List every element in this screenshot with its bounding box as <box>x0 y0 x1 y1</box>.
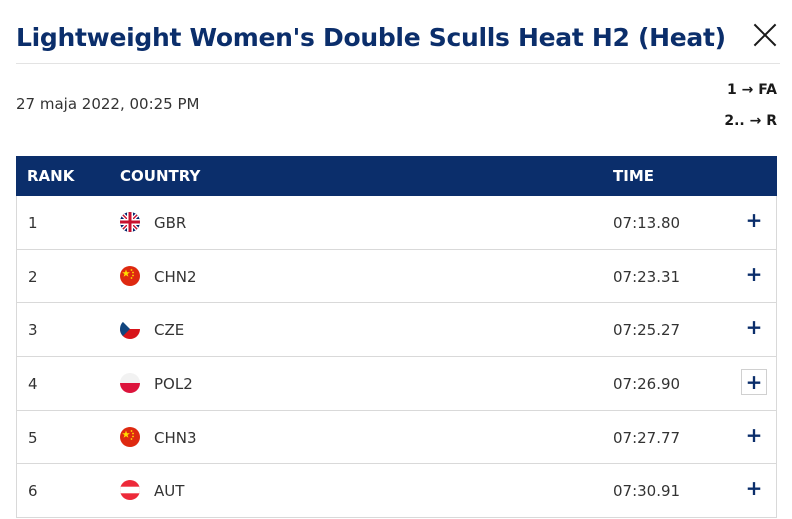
time-cell: 07:27.77 <box>613 428 681 447</box>
table-row: 3 CZE 07:25.27 + <box>16 303 777 358</box>
modal-header: Lightweight Women's Double Sculls Heat H… <box>16 18 780 64</box>
table-header: RANK COUNTRY TIME <box>16 156 777 196</box>
close-icon[interactable] <box>752 22 778 48</box>
expand-plus-icon[interactable]: + <box>741 369 767 396</box>
progression-rule-2: 2.. → R <box>724 113 777 129</box>
table-row: 6 AUT 07:30.91 + <box>16 464 777 519</box>
country-cell: GBR <box>154 214 187 232</box>
country-cell: CZE <box>154 321 185 340</box>
expand-plus-icon[interactable]: + <box>745 261 763 286</box>
column-header-country: COUNTRY <box>120 167 201 185</box>
gb-flag-icon <box>120 212 140 232</box>
table-row: 5 CHN3 07:27.77 + <box>16 410 777 465</box>
page-title: Lightweight Women's Double Sculls Heat H… <box>16 23 726 52</box>
table-row: 2 CHN2 07:23.31 + <box>16 249 777 304</box>
expand-plus-icon[interactable]: + <box>745 476 763 501</box>
at-flag-icon <box>120 480 140 501</box>
cz-flag-icon <box>120 319 140 340</box>
rank-cell: 1 <box>28 214 38 232</box>
rank-cell: 5 <box>28 428 38 447</box>
country-cell: AUT <box>154 482 185 501</box>
race-date: 27 maja 2022, 00:25 PM <box>16 95 200 113</box>
rank-cell: 2 <box>28 267 38 286</box>
results-table: RANK COUNTRY TIME 1 GBR 07:13.80 + 2 <box>16 156 777 519</box>
expand-plus-icon[interactable]: + <box>745 208 763 232</box>
time-cell: 07:13.80 <box>613 214 681 232</box>
cn-flag-icon <box>120 265 140 286</box>
cn-flag-icon <box>120 426 140 447</box>
pl-flag-icon <box>120 373 140 394</box>
table-row: 4 POL2 07:26.90 + <box>16 357 777 411</box>
expand-plus-icon[interactable]: + <box>745 422 763 447</box>
time-cell: 07:30.91 <box>613 482 681 501</box>
country-cell: CHN3 <box>154 428 197 447</box>
rank-cell: 6 <box>28 482 38 501</box>
column-header-time: TIME <box>613 167 654 185</box>
time-cell: 07:23.31 <box>613 267 681 286</box>
time-cell: 07:26.90 <box>613 375 681 394</box>
country-cell: CHN2 <box>154 267 197 286</box>
table-row: 1 GBR 07:13.80 + <box>16 196 777 250</box>
column-header-rank: RANK <box>27 167 75 185</box>
progression-rule-1: 1 → FA <box>726 82 777 98</box>
time-cell: 07:25.27 <box>613 321 681 340</box>
rank-cell: 4 <box>28 375 38 394</box>
expand-plus-icon[interactable]: + <box>745 315 763 340</box>
rank-cell: 3 <box>28 321 38 340</box>
country-cell: POL2 <box>154 375 193 394</box>
